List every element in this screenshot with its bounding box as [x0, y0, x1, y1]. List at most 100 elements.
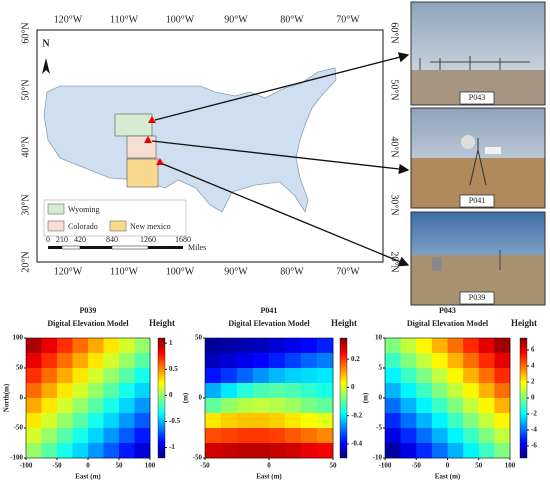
photo-p041 — [410, 107, 546, 209]
legend-swatch — [47, 203, 65, 215]
x-axis-label: East (m) — [256, 473, 282, 481]
heatmap-cell — [494, 338, 511, 354]
heatmap-cell — [26, 338, 42, 354]
heatmap-cell — [221, 368, 238, 384]
photo-label: P043 — [469, 93, 485, 102]
colorbar-tick-label: 6 — [531, 346, 535, 354]
colorbar-label: Height — [331, 318, 357, 328]
legend-swatch — [47, 220, 65, 232]
x-tick-label: 0 — [446, 462, 450, 470]
heatmap-cell — [463, 338, 480, 354]
heatmap-cell — [494, 398, 511, 414]
colorbar-tick-label: -1 — [169, 443, 175, 451]
heatmap-cell — [463, 428, 480, 444]
heatmap-cell — [285, 443, 302, 459]
heatmap-cell — [57, 398, 73, 414]
chart-subtitle: Digital Elevation Model — [47, 319, 129, 328]
heatmap-cell — [285, 353, 302, 369]
heatmap-cell — [301, 413, 318, 429]
arrows — [151, 52, 410, 267]
heatmap-cell — [269, 443, 286, 459]
y-tick-label: 100 — [13, 334, 24, 342]
y-tick-label: -50 — [14, 424, 24, 432]
heatmap-cell — [447, 443, 464, 459]
heatmap-cell — [88, 428, 104, 444]
colorbar-tick-label: 2 — [531, 378, 535, 386]
heatmap-cell — [221, 353, 238, 369]
y-tick-label: 0 — [20, 394, 24, 402]
chart-subtitle: Digital Elevation Model — [407, 319, 489, 328]
heatmap-cell — [463, 398, 480, 414]
heatmap-cell — [205, 383, 222, 399]
heatmap-cell — [385, 353, 402, 369]
colorbar-tick-label: 0.5 — [169, 365, 178, 373]
heatmap-cell — [301, 383, 318, 399]
heatmap-cell — [478, 368, 495, 384]
legend-label: New mexico — [130, 222, 171, 231]
heatmap-cell — [119, 443, 135, 459]
heatmap-cell — [134, 383, 151, 399]
heatmap-cell — [253, 338, 270, 354]
lat-label: 50°N — [20, 79, 31, 100]
heatmap-cell — [119, 368, 135, 384]
heatmap-cell — [221, 428, 238, 444]
heatmap-cell — [385, 338, 402, 354]
heatmap-cell — [431, 383, 448, 399]
heatmap-cell — [301, 428, 318, 444]
colorbar-tick-label: -0.4 — [351, 439, 363, 447]
heatmap-cell — [72, 398, 89, 414]
heatmap-cell — [103, 353, 120, 369]
scale-label: 210 — [56, 235, 68, 244]
heatmap-cell — [253, 368, 270, 384]
heatmap-cell — [237, 338, 254, 354]
heatmap-cell — [205, 338, 222, 354]
heatmap-cell — [431, 428, 448, 444]
heatmap-cell — [447, 338, 464, 354]
heatmap-cell — [463, 383, 480, 399]
x-axis-label: East (m) — [435, 473, 461, 481]
heatmap-cell — [88, 398, 104, 414]
heatmap-cell — [134, 338, 151, 354]
heatmap-cell — [237, 413, 254, 429]
heatmap-cell — [72, 383, 89, 399]
heatmap-cell — [72, 353, 89, 369]
heatmap-cell — [119, 353, 135, 369]
x-tick-label: 50 — [475, 462, 483, 470]
north-arrow — [42, 58, 50, 74]
heatmap-cell — [431, 398, 448, 414]
heatmap-cell — [431, 368, 448, 384]
photo-label-boxes — [459, 91, 495, 305]
heatmap-cell — [26, 413, 42, 429]
colorbar-tick-label: -6 — [531, 442, 537, 450]
lon-label: 120°W — [54, 14, 83, 25]
colorbar — [157, 337, 166, 459]
heatmap-cell — [253, 443, 270, 459]
heatmap-cell — [494, 368, 511, 384]
x-tick-label: -50 — [412, 462, 422, 470]
heatmap-cell — [221, 443, 238, 459]
heatmap-cell — [416, 443, 433, 459]
legend-swatch — [109, 220, 127, 232]
heatmap-cell — [134, 398, 151, 414]
y-tick-label: 50 — [16, 364, 24, 372]
y-tick-label: 50 — [195, 334, 203, 342]
heatmap-cell — [88, 368, 104, 384]
heatmap-cell — [119, 383, 135, 399]
heatmap-cell — [317, 398, 334, 414]
heatmap-cell — [72, 413, 89, 429]
heatmap-cell — [134, 413, 151, 429]
scale-bar — [48, 245, 183, 250]
new-mexico — [126, 158, 159, 188]
heatmap-cell — [385, 398, 402, 414]
heatmap-cell — [253, 383, 270, 399]
y-tick-label: -10 — [373, 454, 383, 462]
y-axis-label: (m) — [182, 392, 190, 403]
legend-label: Wyoming — [68, 205, 100, 214]
heatmap-cell — [400, 428, 417, 444]
heatmap-cell — [253, 353, 270, 369]
heatmap-cell — [237, 443, 254, 459]
heatmap-cell — [103, 338, 120, 354]
heatmap-cell — [416, 338, 433, 354]
lon-label: 90°W — [224, 14, 248, 25]
x-tick-label: 100 — [505, 462, 516, 470]
